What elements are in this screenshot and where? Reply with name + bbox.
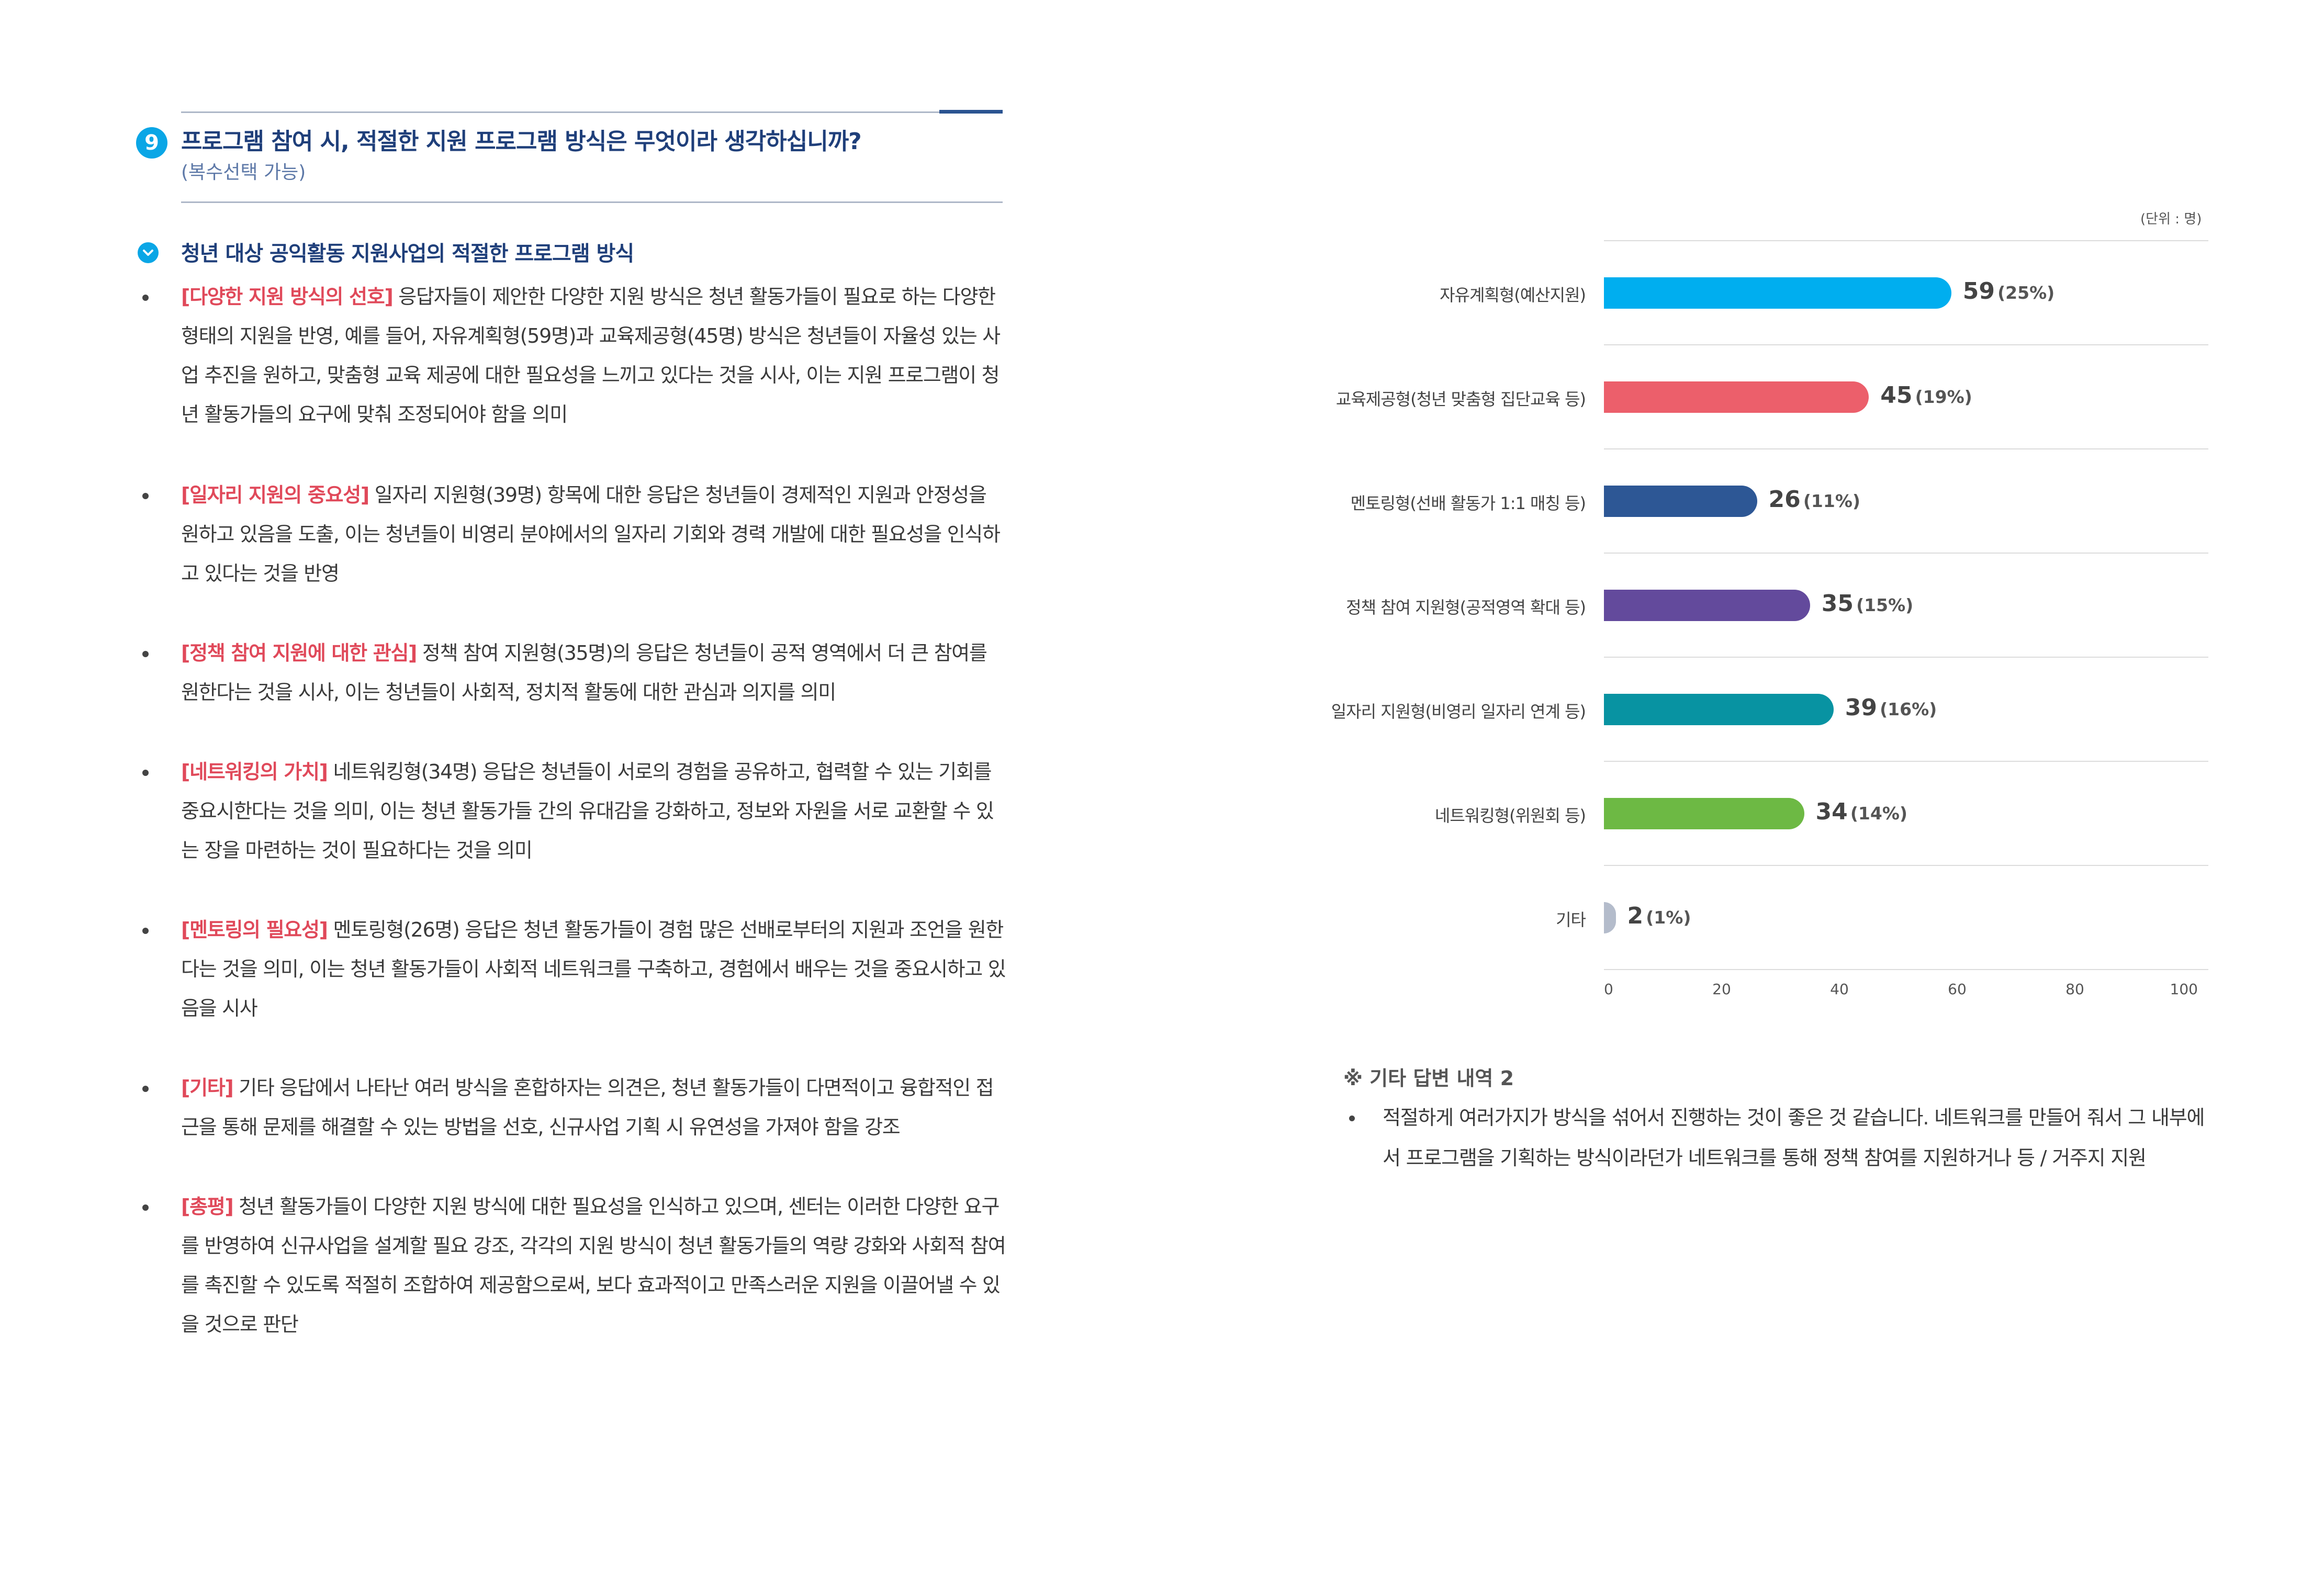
chart-data-label: 35 (15%) (1822, 590, 1913, 617)
chart-percent: (1%) (1646, 907, 1691, 928)
chart-x-tick: 40 (1830, 980, 1849, 998)
chart-bar (1604, 277, 1951, 309)
chart-value: 26 (1768, 486, 1801, 513)
finding-item-other: [기타] 기타 응답에서 나타난 여러 방식을 혼합하자는 의견은, 청년 활동… (181, 1068, 1008, 1147)
bullet-icon (142, 651, 149, 657)
bullet-icon (142, 493, 149, 499)
finding-label: [총평] (181, 1195, 234, 1218)
header-rule-bottom (181, 201, 1003, 203)
finding-label: [멘토링의 필요성] (181, 918, 328, 941)
bullet-icon (142, 928, 149, 934)
chart-gridline (1604, 656, 2208, 658)
chart-gridline (1604, 760, 2208, 762)
chart-gridline (1604, 448, 2208, 449)
chart-bar (1604, 486, 1757, 517)
chart-bar (1604, 694, 1834, 725)
bullet-icon (1349, 1116, 1355, 1121)
chart-percent: (14%) (1850, 803, 1907, 824)
chart-percent: (11%) (1803, 491, 1860, 511)
chart-data-label: 26 (11%) (1769, 486, 1860, 513)
chart-data-label: 2 (1%) (1627, 903, 1691, 929)
finding-label: [네트워킹의 가치] (181, 760, 328, 783)
question-title: 프로그램 참여 시, 적절한 지원 프로그램 방식은 무엇이라 생각하십니까? (181, 128, 862, 155)
chart-gridline (1604, 552, 2208, 554)
chart-bar (1604, 381, 1869, 413)
chart-value: 59 (1962, 278, 1995, 305)
chart-x-tick: 60 (1948, 980, 1967, 998)
finding-item-job-support: [일자리 지원의 중요성] 일자리 지원형(39명) 항목에 대한 응답은 청년… (181, 476, 1008, 593)
chart-percent: (19%) (1915, 387, 1972, 407)
chart-data-label: 39 (16%) (1845, 694, 1937, 721)
finding-label: [정책 참여 지원에 대한 관심] (181, 641, 417, 665)
question-subtitle: (복수선택 가능) (181, 162, 306, 183)
finding-item-summary: [총평] 청년 활동가들이 다양한 지원 방식에 대한 필요성을 인식하고 있으… (181, 1187, 1008, 1344)
finding-text: 정책 참여 지원형(35명)의 응답은 청년들이 공적 영역에서 더 큰 참여를… (181, 641, 987, 704)
note-title: ※ 기타 답변 내역 2 (1343, 1067, 1514, 1090)
chart-value: 39 (1845, 694, 1877, 721)
chart-data-label: 45 (19%) (1880, 382, 1972, 409)
finding-text: 멘토링형(26명) 응답은 청년 활동가들이 경험 많은 선배로부터의 지원과 … (181, 918, 1006, 1020)
chevron-down-circle-icon (138, 242, 159, 263)
chart-value: 45 (1880, 382, 1913, 409)
chart-percent: (25%) (1997, 283, 2055, 303)
header-rule-accent (939, 110, 1003, 114)
chart-percent: (16%) (1880, 699, 1937, 719)
finding-text: 네트워킹형(34명) 응답은 청년들이 서로의 경험을 공유하고, 협력할 수 … (181, 760, 994, 862)
finding-text: 일자리 지원형(39명) 항목에 대한 응답은 청년들이 경제적인 지원과 안정… (181, 483, 1001, 585)
chart-category-label: 네트워킹형(위원회 등) (1434, 806, 1586, 826)
note-text: 적절하게 여러가지가 방식을 섞어서 진행하는 것이 좋은 것 같습니다. 네트… (1383, 1106, 2205, 1169)
chart-unit-label: (단위 : 명) (2140, 211, 2202, 227)
chart-value: 2 (1627, 903, 1644, 929)
chart-value: 35 (1821, 590, 1854, 617)
finding-text: 응답자들이 제안한 다양한 지원 방식은 청년 활동가들이 필요로 하는 다양한… (181, 285, 1001, 426)
chart-gridline (1604, 344, 2208, 345)
chart-category-label: 자유계획형(예산지원) (1440, 285, 1586, 305)
finding-text: 기타 응답에서 나타난 여러 방식을 혼합하자는 의견은, 청년 활동가들이 다… (181, 1076, 994, 1139)
chart-category-label: 교육제공형(청년 맞춤형 집단교육 등) (1335, 389, 1586, 409)
chart-gridline (1604, 240, 2208, 241)
bullet-icon (142, 770, 149, 776)
chart-x-tick: 100 (2170, 980, 2198, 998)
chart-category-label: 기타 (1556, 910, 1586, 930)
chart-category-label: 멘토링형(선배 활동가 1:1 매칭 등) (1350, 493, 1586, 513)
chart-x-tick: 0 (1604, 980, 1613, 998)
chart-data-label: 59 (25%) (1963, 278, 2054, 305)
chart-x-tick: 80 (2065, 980, 2084, 998)
bullet-icon (142, 1204, 149, 1211)
chart-bar (1604, 798, 1804, 829)
section-title: 청년 대상 공익활동 지원사업의 적절한 프로그램 방식 (181, 242, 634, 266)
bullet-icon (142, 295, 149, 301)
bullet-icon (142, 1086, 149, 1092)
finding-label: [다양한 지원 방식의 선호] (181, 285, 394, 308)
finding-item-mentoring: [멘토링의 필요성] 멘토링형(26명) 응답은 청년 활동가들이 경험 많은 … (181, 910, 1008, 1028)
question-number-badge: 9 (136, 127, 167, 159)
chart-percent: (15%) (1856, 595, 1914, 615)
chart-category-label: 일자리 지원형(비영리 일자리 연계 등) (1331, 702, 1586, 722)
chart-gridline (1604, 968, 2208, 970)
finding-text: 청년 활동가들이 다양한 지원 방식에 대한 필요성을 인식하고 있으며, 센터… (181, 1195, 1006, 1336)
finding-item-diverse-support: [다양한 지원 방식의 선호] 응답자들이 제안한 다양한 지원 방식은 청년 … (181, 277, 1008, 434)
chart-value: 34 (1815, 798, 1848, 825)
chart-gridline (1604, 864, 2208, 866)
header-rule-top (181, 111, 1003, 113)
chart-data-label: 34 (14%) (1816, 798, 1907, 825)
chart-bar (1604, 902, 1616, 933)
finding-label: [일자리 지원의 중요성] (181, 483, 369, 506)
finding-item-policy-participation: [정책 참여 지원에 대한 관심] 정책 참여 지원형(35명)의 응답은 청년… (181, 634, 1008, 712)
finding-label: [기타] (181, 1076, 234, 1099)
finding-item-networking: [네트워킹의 가치] 네트워킹형(34명) 응답은 청년들이 서로의 경험을 공… (181, 752, 1008, 870)
chart-category-label: 정책 참여 지원형(공적영역 확대 등) (1346, 598, 1586, 617)
chart-bar (1604, 590, 1810, 621)
chart-x-tick: 20 (1712, 980, 1731, 998)
